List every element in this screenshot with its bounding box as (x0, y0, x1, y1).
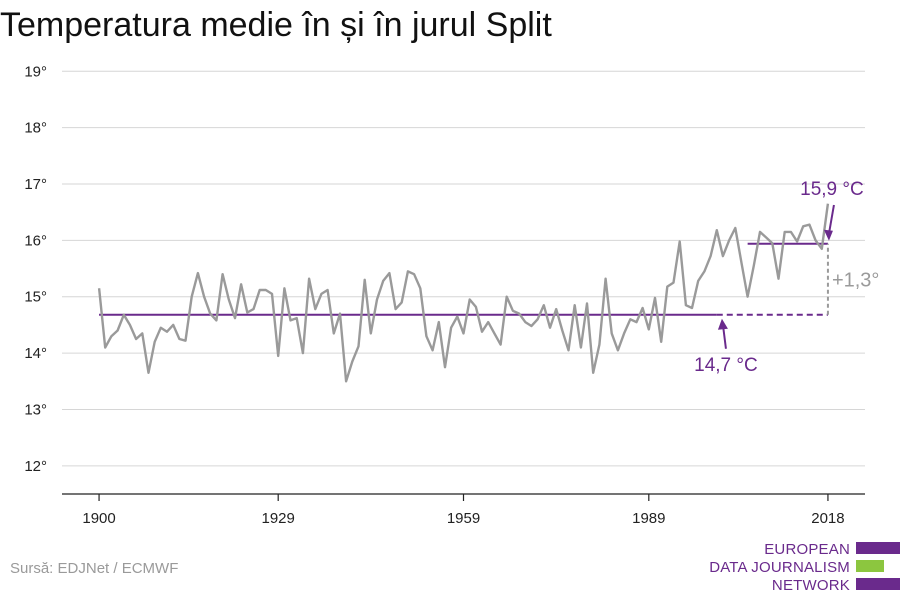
y-tick-label: 19° (24, 63, 47, 80)
logo-line-3: NETWORK (771, 577, 850, 594)
y-tick-label: 13° (24, 401, 47, 418)
edjnet-logo: EUROPEAN DATA JOURNALISM NETWORK (704, 540, 900, 596)
y-tick-label: 17° (24, 176, 47, 193)
annotations: +1,3° 15,9 °C 14,7 °C (694, 179, 879, 376)
y-tick-label: 15° (24, 289, 47, 306)
x-tick-label: 1900 (82, 510, 115, 527)
recent-mean-label: 15,9 °C (800, 179, 864, 200)
temperature-series-line (97, 203, 830, 383)
reference-lines (99, 242, 828, 316)
x-axis-ticks: 1900 1929 1959 1989 2018 (82, 494, 845, 527)
logo-bar-2 (856, 560, 884, 572)
difference-label: +1,3° (832, 269, 879, 291)
logo-line-2: DATA JOURNALISM (709, 559, 850, 576)
source-note: Sursă: EDJNet / ECMWF (10, 560, 179, 577)
logo-bar-1 (856, 542, 900, 554)
y-tick-label: 16° (24, 232, 47, 249)
baseline-mean-arrowhead (717, 318, 728, 330)
recent-mean-arrowhead (823, 229, 833, 241)
logo-bar-3 (856, 578, 900, 590)
baseline-mean-label: 14,7 °C (694, 355, 758, 376)
y-axis-ticks: 12° 13° 14° 15° 16° 17° 18° 19° (24, 63, 47, 475)
page-title: Temperatura medie în și în jurul Split (0, 6, 552, 44)
y-tick-label: 12° (24, 458, 47, 475)
x-tick-label: 2018 (811, 510, 844, 527)
y-tick-label: 18° (24, 120, 47, 137)
grid-lines (62, 70, 865, 467)
x-tick-label: 1959 (447, 510, 480, 527)
y-tick-label: 14° (24, 345, 47, 362)
x-tick-label: 1929 (262, 510, 295, 527)
recent-mean-pointer (827, 204, 835, 234)
logo-line-1: EUROPEAN (764, 541, 850, 558)
x-tick-label: 1989 (632, 510, 665, 527)
